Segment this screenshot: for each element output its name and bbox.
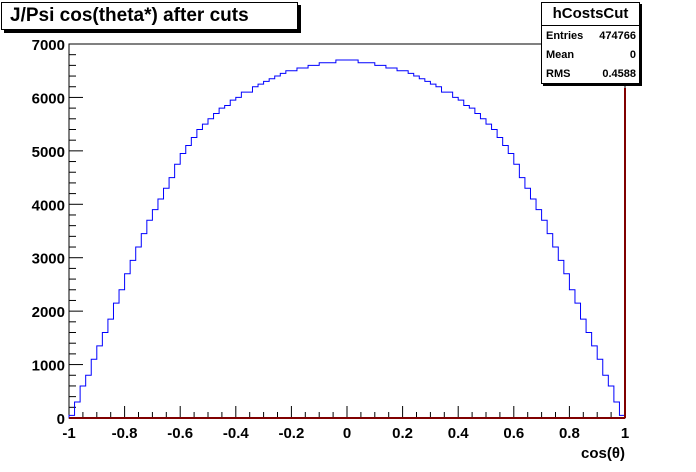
stats-row-entries: Entries 474766 xyxy=(546,27,636,45)
x-tick-label: -1 xyxy=(62,425,75,442)
x-tick-label: 0.6 xyxy=(503,425,524,442)
x-tick-label: 1 xyxy=(621,425,629,442)
y-tick-label: 0 xyxy=(57,411,65,428)
stats-key: RMS xyxy=(546,68,571,80)
y-tick-label: 2000 xyxy=(32,304,65,321)
y-tick-label: 6000 xyxy=(32,90,65,107)
stats-value: 474766 xyxy=(599,30,636,42)
y-tick-label: 7000 xyxy=(32,37,65,54)
stats-row-mean: Mean 0 xyxy=(546,46,636,64)
x-tick-label: -0.8 xyxy=(112,425,138,442)
stats-box: hCostsCut Entries 474766 Mean 0 RMS 0.45… xyxy=(541,2,640,84)
x-tick-label: 0.2 xyxy=(392,425,413,442)
x-axis-title: cos(θ) xyxy=(581,445,625,462)
histogram-title-box: J/Psi cos(theta*) after cuts xyxy=(1,2,298,30)
histogram-title: J/Psi cos(theta*) after cuts xyxy=(10,5,249,26)
x-tick-label: 0 xyxy=(343,425,351,442)
x-tick-label: -0.4 xyxy=(223,425,250,442)
x-tick-label: -0.6 xyxy=(167,425,193,442)
x-tick-label: -0.2 xyxy=(278,425,304,442)
plot-frame xyxy=(68,43,626,419)
y-tick-label: 3000 xyxy=(32,251,65,268)
x-axis: -1 -0.8 -0.6 -0.4 -0.2 0 0.2 0.4 0.6 0.8 1 xyxy=(62,406,629,442)
x-tick-label: 0.8 xyxy=(559,425,580,442)
y-tick-label: 4000 xyxy=(32,197,65,214)
y-axis: 0 1000 2000 3000 4000 5000 6000 7000 xyxy=(32,37,83,428)
histogram-line xyxy=(68,59,626,418)
y-tick-label: 5000 xyxy=(32,144,65,161)
stats-histogram-name: hCostsCut xyxy=(542,3,639,26)
stats-key: Entries xyxy=(546,30,584,42)
stats-row-rms: RMS 0.4588 xyxy=(546,65,636,83)
y-tick-label: 1000 xyxy=(32,358,65,375)
stats-key: Mean xyxy=(546,49,575,61)
x-tick-label: 0.4 xyxy=(448,425,470,442)
stats-value: 0 xyxy=(629,49,636,61)
stats-value: 0.4588 xyxy=(602,68,636,80)
